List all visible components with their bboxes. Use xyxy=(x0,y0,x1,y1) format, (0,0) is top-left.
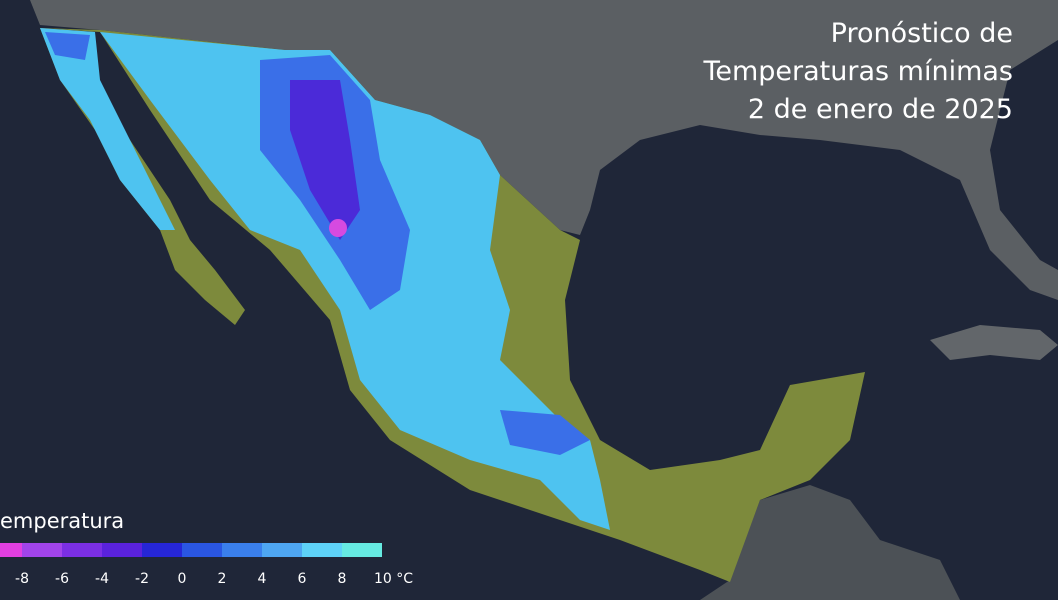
baja-cool-zone xyxy=(40,28,175,230)
legend-swatch xyxy=(102,543,142,557)
legend-swatch xyxy=(262,543,302,557)
legend-swatch xyxy=(22,543,62,557)
legend-tick-label: 10 °C xyxy=(374,571,413,587)
central-america xyxy=(700,485,960,600)
cold-zone-south xyxy=(500,410,590,455)
legend-swatch xyxy=(222,543,262,557)
very-cold-zone xyxy=(290,80,360,240)
legend-tick-label: -2 xyxy=(135,571,149,587)
legend: -8 -6 -4 -2 0 2 4 6 8 10 °C xyxy=(0,543,413,587)
legend-tick-label: 4 xyxy=(258,571,267,587)
title-line: Temperaturas mínimas xyxy=(702,56,1013,87)
legend-swatch xyxy=(182,543,222,557)
legend-tick-label: 8 xyxy=(338,571,347,587)
us-land xyxy=(30,0,1058,300)
legend-tick-label: -4 xyxy=(95,571,109,587)
legend-tick-label: -6 xyxy=(55,571,69,587)
legend-swatch xyxy=(342,543,382,557)
coldest-spot xyxy=(329,219,347,237)
title-line: Pronóstico de xyxy=(831,18,1013,49)
legend-swatch xyxy=(302,543,342,557)
title-line: 2 de enero de 2025 xyxy=(748,94,1013,125)
legend-title: emperatura xyxy=(0,509,124,533)
cuba-land xyxy=(930,325,1058,360)
legend-tick-label: 0 xyxy=(178,571,187,587)
legend-swatch xyxy=(62,543,102,557)
legend-tick-label: -8 xyxy=(15,571,29,587)
legend-swatch xyxy=(142,543,182,557)
baja-cold-zone xyxy=(45,32,90,60)
legend-tick-label: 2 xyxy=(218,571,227,587)
legend-tick-label: 6 xyxy=(298,571,307,587)
legend-swatch xyxy=(0,543,22,557)
